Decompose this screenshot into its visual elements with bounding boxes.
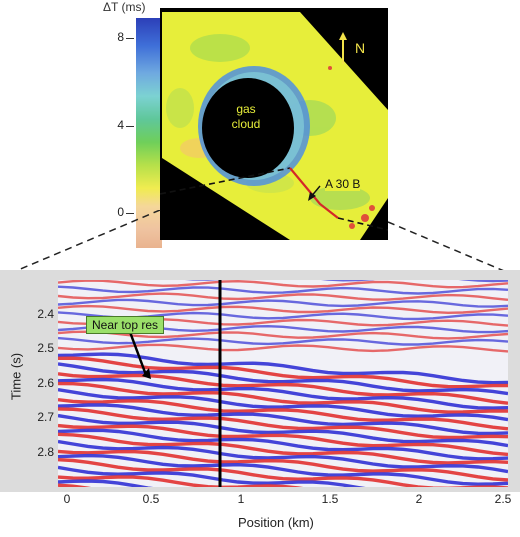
x-tick: 2 [415, 492, 423, 506]
y-tick: 2.7 [37, 410, 54, 424]
seismic-section [58, 280, 508, 487]
seismic-reflector [58, 352, 508, 385]
north-label: N [355, 40, 366, 56]
colorbar-title: ΔT (ms) [103, 0, 146, 14]
x-axis-label: Position (km) [238, 515, 314, 530]
seismic-reflector [58, 362, 508, 396]
seismic-reflector [58, 479, 154, 487]
seismic-reflector [58, 432, 508, 465]
seismic-reflector [58, 423, 508, 457]
seismic-reflector [58, 330, 508, 340]
seismic-reflector [58, 465, 366, 487]
seismic-reflector [58, 403, 508, 436]
colorbar-tickmark [126, 126, 134, 127]
colorbar [136, 18, 162, 248]
section-label: A 30 B [325, 177, 361, 191]
x-tick: 2.5 [494, 492, 512, 506]
seismic-reflector [58, 280, 508, 289]
y-tick: 2.8 [37, 445, 54, 459]
section-line [289, 167, 339, 219]
colorbar-tickmark [126, 38, 134, 39]
seismic-reflector [58, 356, 508, 389]
seismic-reflector [58, 381, 508, 414]
seismic-reflector [58, 372, 508, 405]
time-shift-map [160, 8, 388, 240]
x-tick: 0 [63, 492, 71, 506]
x-tick: 1.5 [321, 492, 339, 506]
seismic-reflector [58, 388, 508, 422]
seismic-reflector [58, 428, 508, 461]
gas-cloud-hole [202, 78, 294, 178]
seismic-reflector [58, 398, 508, 431]
annotation-near-top-res: Near top res [86, 316, 165, 334]
y-tick: 2.4 [37, 307, 54, 321]
x-tick: 0.5 [142, 492, 160, 506]
seismic-reflector [58, 285, 508, 295]
seismic-reflector [58, 304, 508, 315]
colorbar-tick-0: 0 [117, 205, 124, 219]
seismic-reflector [58, 458, 508, 487]
x-tick: 1 [237, 492, 245, 506]
seismic-reflector [58, 377, 508, 410]
y-tick: 2.5 [37, 341, 54, 355]
seismic-reflector [58, 439, 508, 474]
seismic-reflector [58, 298, 508, 308]
seismic-reflector [58, 292, 508, 301]
colorbar-tick-8: 8 [117, 30, 124, 44]
y-tick: 2.6 [37, 376, 54, 390]
gas-label-1: gas [236, 102, 256, 116]
seismic-reflector [58, 413, 508, 448]
seismic-reflector [58, 449, 508, 482]
seismic-reflector [58, 475, 304, 487]
gas-label-2: cloud [231, 117, 261, 131]
colorbar-tickmark [126, 213, 134, 214]
zoom-lines [3, 210, 517, 277]
seismic-reflector [58, 407, 508, 440]
seismic-reflector [58, 453, 508, 486]
seismic-reflector [58, 343, 508, 353]
colorbar-tick-4: 4 [117, 118, 124, 132]
